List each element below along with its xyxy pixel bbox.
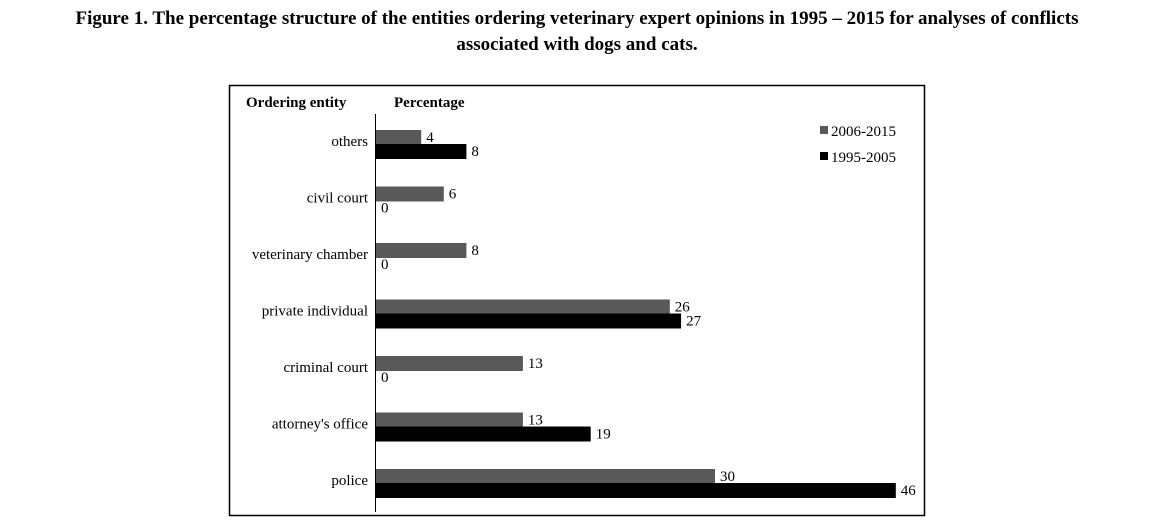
data-label-2006-2015-police: 30 xyxy=(720,469,735,485)
bar-1995-2005-private-individual xyxy=(376,313,682,329)
legend-label-2006-2015: 2006-2015 xyxy=(831,124,896,140)
data-label-2006-2015-criminal-court: 13 xyxy=(528,356,543,372)
category-label-criminal-court: criminal court xyxy=(283,360,368,376)
data-label-1995-2005-others: 8 xyxy=(471,144,479,160)
bar-2006-2015-criminal-court xyxy=(376,356,523,371)
bar-1995-2005-attorney-s-office xyxy=(376,426,591,442)
bar-2006-2015-attorney-s-office xyxy=(376,412,523,428)
caption-line-2: associated with dogs and cats. xyxy=(456,34,698,55)
bar-2006-2015-veterinary-chamber xyxy=(376,243,467,258)
legend-label-1995-2005: 1995-2005 xyxy=(831,150,896,166)
data-label-2006-2015-others: 4 xyxy=(426,130,434,146)
data-label-1995-2005-police: 46 xyxy=(901,483,917,499)
data-label-1995-2005-civil-court: 0 xyxy=(381,201,389,217)
category-label-others: others xyxy=(331,134,368,150)
data-label-2006-2015-civil-court: 6 xyxy=(449,187,457,203)
category-label-police: police xyxy=(331,473,368,489)
data-label-1995-2005-attorney-s-office: 19 xyxy=(596,427,611,443)
legend-swatch-2006-2015 xyxy=(820,126,828,134)
category-label-civil-court: civil court xyxy=(307,191,369,207)
bar-1995-2005-others xyxy=(376,144,467,159)
data-label-2006-2015-attorney-s-office: 13 xyxy=(528,413,543,429)
data-label-1995-2005-private-individual: 27 xyxy=(686,314,702,330)
bar-2006-2015-private-individual xyxy=(376,299,670,315)
data-label-1995-2005-veterinary-chamber: 0 xyxy=(381,257,389,273)
category-label-veterinary-chamber: veterinary chamber xyxy=(252,247,368,263)
category-label-private-individual: private individual xyxy=(262,304,368,320)
bar-2006-2015-police xyxy=(376,469,715,484)
data-label-2006-2015-private-individual: 26 xyxy=(675,300,691,316)
category-header: Ordering entity xyxy=(246,95,347,111)
bar-1995-2005-police xyxy=(376,483,896,498)
bars-group: others 4 8 civil court 6 0 veterinary chamber 8… xyxy=(252,130,916,499)
caption-line-1: Figure 1. The percentage structure of th… xyxy=(75,8,1079,29)
data-label-1995-2005-criminal-court: 0 xyxy=(381,370,389,386)
category-label-attorney-s-office: attorney's office xyxy=(272,417,368,433)
legend-swatch-1995-2005 xyxy=(820,152,828,160)
value-header: Percentage xyxy=(394,95,465,111)
figure-caption: Figure 1. The percentage structure of th… xyxy=(0,6,1154,58)
bar-2006-2015-others xyxy=(376,130,422,145)
legend: 2006-2015 1995-2005 xyxy=(820,124,896,166)
chart-frame xyxy=(228,84,926,517)
bar-2006-2015-civil-court xyxy=(376,186,444,202)
data-label-2006-2015-veterinary-chamber: 8 xyxy=(471,243,479,259)
